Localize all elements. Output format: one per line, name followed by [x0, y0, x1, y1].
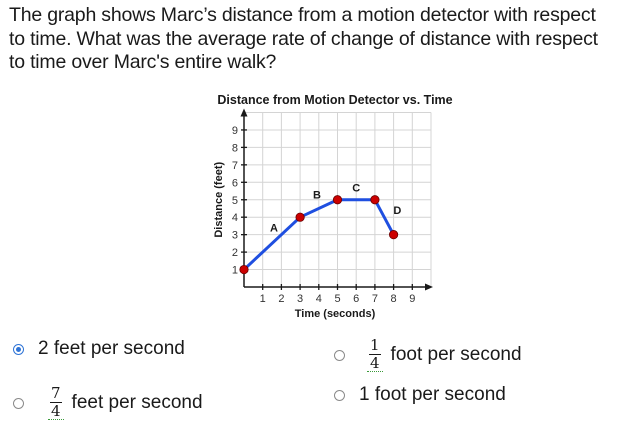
- y-axis-label: Distance (feet): [213, 162, 225, 238]
- y-tick-label: 3: [232, 230, 238, 242]
- x-tick-label: 4: [316, 293, 322, 305]
- segment-label: A: [270, 223, 278, 235]
- x-axis-label: Time (seconds): [295, 308, 376, 320]
- x-tick-label: 9: [409, 293, 415, 305]
- option-b-label: feet per second: [71, 392, 203, 413]
- radio-unchecked-icon[interactable]: [13, 397, 24, 409]
- fraction-denominator: 4: [370, 354, 380, 372]
- y-tick-label: 5: [232, 195, 238, 207]
- radio-unchecked-icon[interactable]: [334, 389, 345, 401]
- y-axis-arrow-icon: [240, 108, 248, 117]
- segment-label: C: [352, 183, 360, 195]
- y-tick-label: 1: [232, 265, 238, 277]
- question-line-1: The graph shows Marc’s distance from a m…: [9, 4, 596, 26]
- option-a[interactable]: 2 feet per second: [13, 338, 185, 360]
- y-tick-label: 4: [232, 212, 238, 224]
- data-point: [370, 195, 380, 205]
- x-tick-label: 8: [391, 293, 397, 305]
- y-tick-label: 2: [232, 247, 238, 259]
- chart-title: Distance from Motion Detector vs. Time: [217, 93, 452, 107]
- question-line-2: to time. What was the average rate of ch…: [9, 27, 598, 50]
- fraction-numerator: 7: [50, 384, 62, 403]
- distance-time-chart: Distance from Motion Detector vs. Time 1 2…: [200, 88, 470, 328]
- fraction-numerator: 1: [369, 336, 381, 355]
- y-tick-label: 9: [232, 125, 238, 137]
- x-tick-label: 2: [278, 293, 284, 305]
- data-point: [332, 195, 343, 205]
- x-axis-arrow-icon: [425, 283, 433, 291]
- option-c-label: foot per second: [390, 344, 522, 365]
- fraction-seven-fourths: 7 4: [48, 386, 64, 420]
- option-b[interactable]: 7 4 feet per second: [13, 386, 203, 420]
- x-tick-label: 1: [260, 293, 266, 305]
- y-tick-label: 8: [232, 142, 238, 154]
- option-c[interactable]: 1 4 foot per second: [334, 338, 522, 372]
- chart-grid: [244, 112, 432, 287]
- x-tick-label: 3: [297, 293, 303, 305]
- radio-checked-icon[interactable]: [13, 343, 24, 355]
- fraction-one-fourth: 1 4: [367, 338, 383, 372]
- option-d-label: 1 foot per second: [359, 384, 506, 405]
- x-tick-label: 5: [334, 293, 340, 305]
- data-point: [389, 230, 399, 240]
- question-text: The graph shows Marc’s distance from a m…: [9, 4, 628, 75]
- x-tick-label: 6: [353, 293, 359, 305]
- data-point: [239, 264, 249, 275]
- y-tick-label: 6: [232, 177, 238, 189]
- option-d[interactable]: 1 foot per second: [334, 384, 506, 406]
- x-tick-label: 7: [372, 293, 378, 305]
- y-tick-label: 7: [232, 160, 238, 172]
- option-a-label: 2 feet per second: [38, 338, 185, 359]
- fraction-denominator: 4: [51, 402, 61, 420]
- data-point: [295, 212, 305, 222]
- segment-label: B: [313, 190, 321, 202]
- question-line-3: to time over Marc's entire walk?: [9, 51, 277, 73]
- radio-unchecked-icon[interactable]: [334, 349, 345, 361]
- segment-label: D: [393, 205, 401, 217]
